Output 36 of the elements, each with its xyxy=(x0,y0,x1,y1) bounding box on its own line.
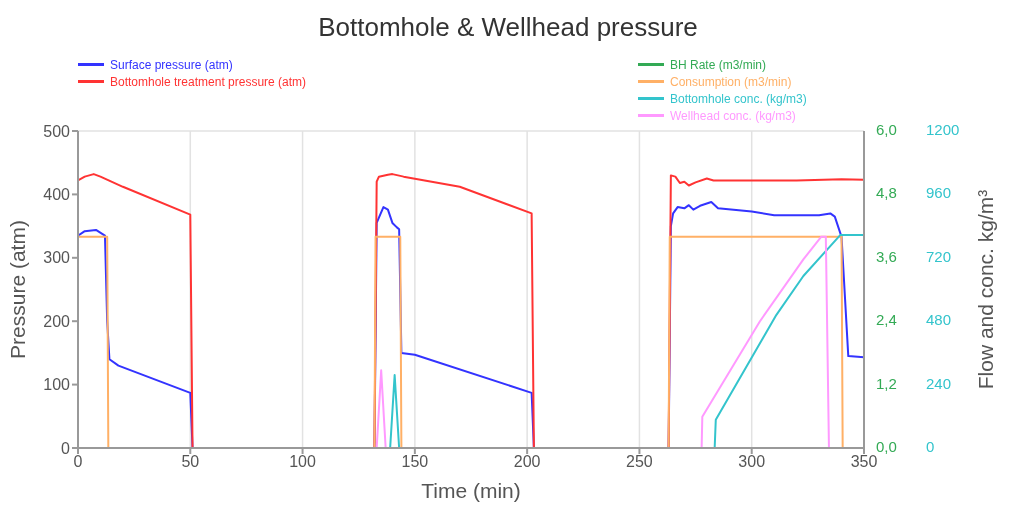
x-tick-label: 0 xyxy=(73,453,83,471)
y3-tick-label: 480 xyxy=(926,311,952,329)
y2-tick-label: 0,0 xyxy=(876,437,897,455)
x-tick-label: 150 xyxy=(401,453,429,471)
y3-tick-label: 720 xyxy=(926,247,952,265)
y-tick-label: 400 xyxy=(43,186,71,204)
legend-label: Bottomhole treatment pressure (atm) xyxy=(110,74,307,89)
legend-label: Consumption (m3/min) xyxy=(670,74,792,89)
y-tick-label: 200 xyxy=(43,312,71,330)
y3-tick-label: 240 xyxy=(926,374,952,392)
y-tick-label: 300 xyxy=(43,249,71,267)
y-axis-title: Pressure (atm) xyxy=(6,220,30,359)
y-tick-label: 500 xyxy=(43,122,71,140)
x-axis-title: Time (min) xyxy=(421,479,521,502)
x-tick-label: 300 xyxy=(738,453,766,471)
legend-label: Wellhead conc. (kg/m3) xyxy=(670,108,796,123)
legend-label: Bottomhole conc. (kg/m3) xyxy=(670,91,807,106)
y2-tick-label: 4,8 xyxy=(876,184,897,202)
y2-tick-label: 6,0 xyxy=(876,120,897,138)
y2-tick-label: 3,6 xyxy=(876,247,897,265)
x-tick-label: 350 xyxy=(850,453,878,471)
y3-tick-label: 0 xyxy=(926,437,935,455)
x-tick-label: 250 xyxy=(626,453,653,471)
x-tick-label: 100 xyxy=(289,453,317,471)
legend-label: BH Rate (m3/min) xyxy=(670,57,767,72)
y3-tick-label: 960 xyxy=(926,184,952,202)
y2-tick-label: 2,4 xyxy=(876,311,897,329)
chart-title: Bottomhole & Wellhead pressure xyxy=(317,12,699,43)
x-tick-label: 200 xyxy=(513,453,541,471)
y3-tick-label: 1200 xyxy=(926,120,960,138)
y-tick-label: 0 xyxy=(61,439,71,457)
legend-label: Surface pressure (atm) xyxy=(110,57,233,72)
y-tick-label: 100 xyxy=(43,376,71,394)
y2-tick-label: 1,2 xyxy=(876,374,897,392)
x-tick-label: 50 xyxy=(181,453,200,471)
y2-axis-title: Flow and conc. kg/m³ xyxy=(974,189,998,390)
